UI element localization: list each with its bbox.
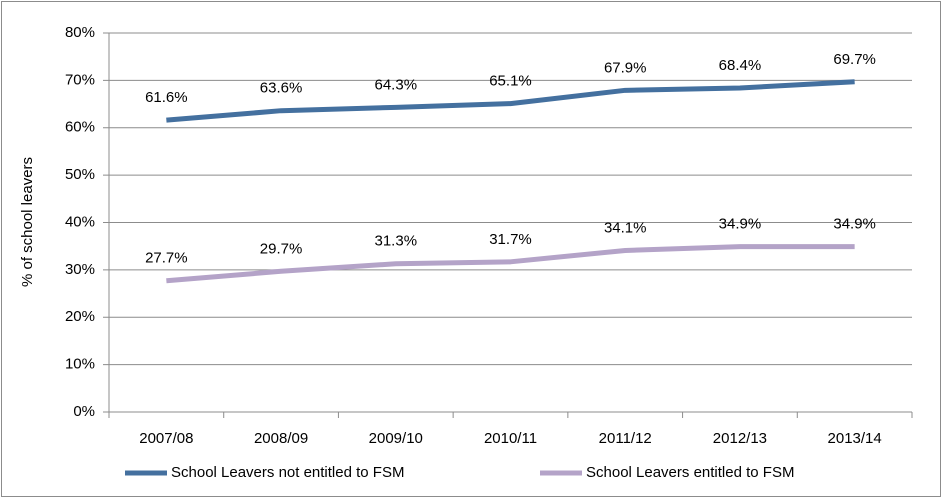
data-label: 34.9%: [833, 216, 876, 233]
legend-label: School Leavers entitled to FSM: [586, 464, 794, 481]
y-tick-label: 20%: [65, 308, 95, 325]
data-label: 34.9%: [719, 216, 762, 233]
data-label: 64.3%: [375, 76, 418, 93]
data-label: 31.3%: [375, 233, 418, 250]
series-line: [166, 79, 855, 123]
x-tick-label: 2007/08: [139, 430, 193, 447]
y-tick-label: 70%: [65, 71, 95, 88]
y-tick-label: 60%: [65, 119, 95, 136]
data-label: 68.4%: [719, 57, 762, 74]
data-label: 34.1%: [604, 219, 647, 236]
x-tick-label: 2013/14: [828, 430, 882, 447]
series-line: [166, 244, 855, 284]
data-label: 31.7%: [489, 231, 532, 248]
x-tick-label: 2011/12: [599, 430, 652, 447]
data-label: 63.6%: [260, 80, 303, 97]
y-tick-label: 0%: [73, 403, 95, 420]
data-label: 29.7%: [260, 240, 303, 257]
x-tick-label: 2012/13: [713, 430, 767, 447]
data-label: 27.7%: [145, 250, 188, 267]
y-axis-label: % of school leavers: [19, 157, 36, 287]
y-tick-label: 30%: [65, 261, 95, 278]
data-label: 67.9%: [604, 59, 647, 76]
data-label: 65.1%: [489, 73, 532, 90]
x-tick-label: 2010/11: [484, 430, 537, 447]
y-tick-label: 10%: [65, 356, 95, 373]
x-tick-label: 2008/09: [254, 430, 308, 447]
legend-label: School Leavers not entitled to FSM: [171, 464, 404, 481]
y-tick-label: 40%: [65, 213, 95, 230]
y-tick-label: 80%: [65, 24, 95, 41]
data-label: 69.7%: [833, 51, 876, 68]
data-label: 61.6%: [145, 89, 188, 106]
x-tick-label: 2009/10: [369, 430, 423, 447]
y-tick-label: 50%: [65, 166, 95, 183]
